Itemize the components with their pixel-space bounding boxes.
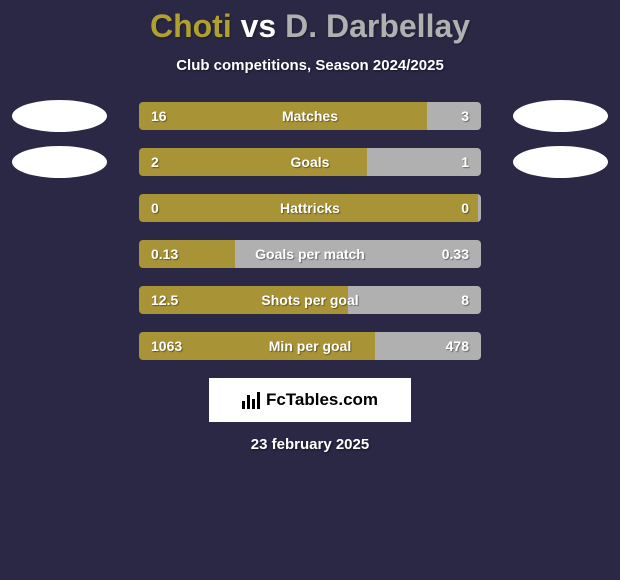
stat-bar: 2 1 Goals [139,148,481,176]
vs-text: vs [241,8,277,44]
stat-label: Matches [282,108,338,124]
stat-label: Hattricks [280,200,340,216]
stat-right-value: 478 [446,338,469,354]
stat-label: Shots per goal [261,292,358,308]
stat-right-value: 0 [461,200,469,216]
stat-label: Min per goal [269,338,351,354]
stat-row: 16 3 Matches [0,102,620,130]
player2-name: D. Darbellay [285,8,470,44]
player2-avatar [513,146,608,178]
stat-label: Goals per match [255,246,365,262]
page-title: Choti vs D. Darbellay [0,8,620,45]
stat-right-segment [427,102,481,130]
stat-right-value: 3 [461,108,469,124]
stat-row: 0.13 0.33 Goals per match [0,240,620,268]
chart-icon [242,391,262,409]
stat-row: 12.5 8 Shots per goal [0,286,620,314]
stat-right-value: 1 [461,154,469,170]
stat-row: 0 0 Hattricks [0,194,620,222]
stat-label: Goals [291,154,330,170]
stat-row: 2 1 Goals [0,148,620,176]
comparison-container: Choti vs D. Darbellay Club competitions,… [0,0,620,453]
stat-right-segment [478,194,481,222]
stat-left-segment [139,148,367,176]
player1-avatar [12,146,107,178]
stat-right-value: 0.33 [442,246,469,262]
stat-right-value: 8 [461,292,469,308]
player1-avatar [12,100,107,132]
badge-text: FcTables.com [266,390,378,410]
stat-left-value: 12.5 [151,292,178,308]
stat-bar: 16 3 Matches [139,102,481,130]
stat-left-value: 2 [151,154,159,170]
stat-bar: 0 0 Hattricks [139,194,481,222]
stat-row: 1063 478 Min per goal [0,332,620,360]
stat-left-value: 16 [151,108,167,124]
stat-left-value: 0.13 [151,246,178,262]
stat-bar: 1063 478 Min per goal [139,332,481,360]
stat-bar: 0.13 0.33 Goals per match [139,240,481,268]
player2-avatar [513,100,608,132]
fctables-badge: FcTables.com [209,378,411,422]
stat-left-value: 1063 [151,338,182,354]
stat-bar: 12.5 8 Shots per goal [139,286,481,314]
stat-left-value: 0 [151,200,159,216]
stats-area: 16 3 Matches 2 1 Goals 0 0 Hattricks 0.13 0.33 Goal… [0,102,620,360]
player1-name: Choti [150,8,232,44]
subtitle: Club competitions, Season 2024/2025 [0,57,620,74]
date-text: 23 february 2025 [0,436,620,453]
